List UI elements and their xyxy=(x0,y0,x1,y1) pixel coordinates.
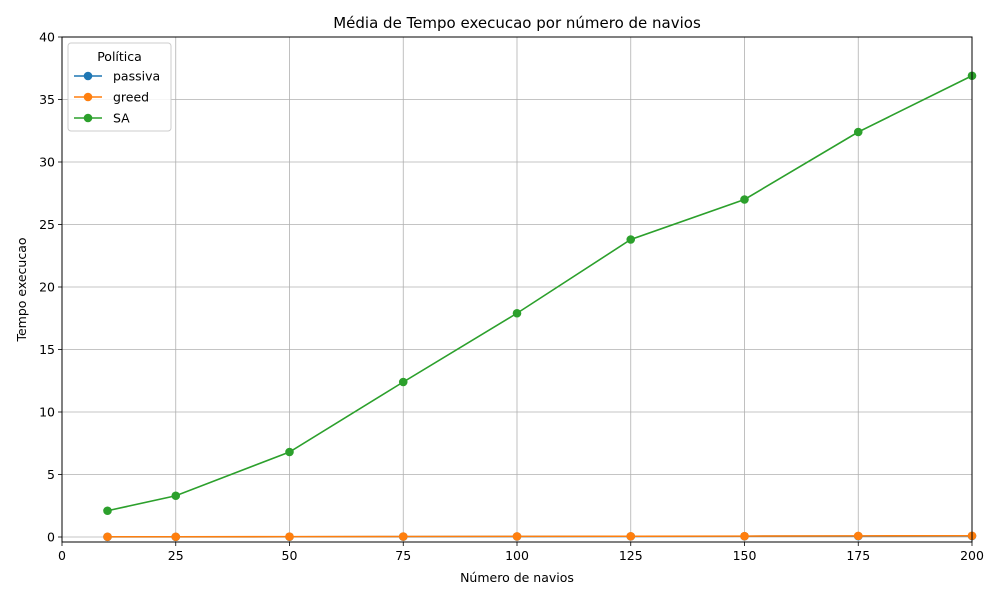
series-greed xyxy=(103,531,977,542)
y-axis-ticks: 0 5 10 15 20 25 30 35 40 xyxy=(39,30,62,545)
y-tick-label: 5 xyxy=(47,467,55,482)
data-point xyxy=(398,377,408,387)
data-point xyxy=(626,235,636,244)
x-tick-label: 0 xyxy=(58,548,66,563)
legend-item-passiva: passiva xyxy=(74,69,160,84)
x-axis-ticks: 0 25 50 75 100 125 150 175 200 xyxy=(58,542,984,563)
data-point xyxy=(285,532,294,541)
y-tick-label: 40 xyxy=(39,30,55,45)
series-layer xyxy=(103,71,977,542)
y-tick-label: 15 xyxy=(39,342,55,357)
legend-title: Política xyxy=(97,49,142,64)
legend-item-greed: greed xyxy=(74,90,149,105)
legend-label: passiva xyxy=(113,69,160,84)
data-point xyxy=(740,195,749,204)
legend-marker xyxy=(83,92,93,102)
series-sa xyxy=(103,71,977,516)
x-tick-label: 25 xyxy=(168,548,184,563)
data-point xyxy=(103,532,112,542)
legend-marker xyxy=(83,71,93,81)
series-line xyxy=(107,534,973,538)
x-tick-label: 150 xyxy=(733,548,757,563)
legend: Política passiva greed SA xyxy=(67,42,172,132)
x-tick-label: 125 xyxy=(619,548,643,563)
data-point xyxy=(285,447,294,457)
y-tick-label: 35 xyxy=(39,92,55,107)
y-tick-label: 20 xyxy=(39,280,55,295)
chart-title: Média de Tempo execucao por número de na… xyxy=(333,14,701,32)
x-axis-label: Número de navios xyxy=(460,570,574,585)
data-point xyxy=(512,308,522,318)
x-tick-label: 75 xyxy=(395,548,411,563)
y-tick-label: 25 xyxy=(39,217,55,232)
y-tick-label: 30 xyxy=(39,155,55,170)
y-tick-label: 0 xyxy=(47,530,55,545)
legend-marker xyxy=(83,113,93,123)
data-point xyxy=(171,532,181,542)
x-tick-label: 200 xyxy=(960,548,984,563)
data-point xyxy=(740,531,749,541)
data-point xyxy=(398,532,408,541)
y-tick-label: 10 xyxy=(39,405,55,420)
legend-item-sa: SA xyxy=(74,111,130,126)
x-tick-label: 50 xyxy=(282,548,298,563)
legend-label: SA xyxy=(113,111,130,126)
x-tick-label: 100 xyxy=(505,548,529,563)
data-point xyxy=(171,491,181,501)
x-tick-label: 175 xyxy=(846,548,870,563)
data-point xyxy=(626,531,636,541)
legend-box xyxy=(67,42,172,132)
data-point xyxy=(853,531,863,541)
legend-label: greed xyxy=(113,90,149,105)
data-point xyxy=(512,532,522,541)
y-axis-label: Tempo execucao xyxy=(14,237,29,342)
data-point xyxy=(103,506,112,516)
data-point xyxy=(853,127,863,137)
